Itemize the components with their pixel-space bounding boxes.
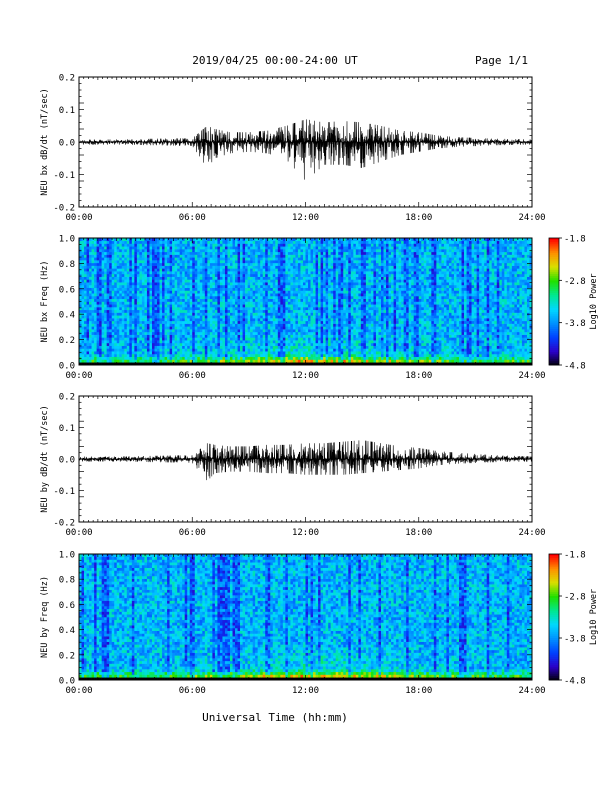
- y-tick-label: 0.0: [59, 139, 75, 149]
- y-tick-label: 0.2: [59, 336, 75, 346]
- by-dbdt-panel: 00:00 06:00 12:00 18:00 24:00 -0.2 -0.1 0.0 0.1 0…: [40, 393, 546, 539]
- x-tick-label: 06:00: [179, 686, 206, 696]
- x-tick-label: 24:00: [518, 686, 545, 696]
- y-axis-label: NEU bx Freq (Hz): [40, 261, 50, 343]
- y-tick-label: -0.2: [53, 519, 75, 529]
- x-tick-label: 12:00: [292, 528, 319, 538]
- x-tick-label: 24:00: [518, 528, 545, 538]
- x-tick-label: 06:00: [179, 213, 206, 223]
- x-tick-label: 00:00: [65, 528, 92, 538]
- x-tick-label: 18:00: [405, 528, 432, 538]
- y-axis-label: NEU by Freq (Hz): [40, 576, 50, 658]
- y-tick-label: 0.2: [59, 651, 75, 661]
- x-tick-label: 00:00: [65, 371, 92, 381]
- x-tick-label: 00:00: [65, 686, 92, 696]
- y-tick-label: 0.4: [59, 626, 75, 636]
- y-tick-label: 0.1: [59, 106, 75, 116]
- bx-spectrogram-panel: -1.8 -2.8 -3.8 -4.8 Log10 Power 00:00 06:00 12:…: [40, 235, 599, 382]
- y-tick-label: 1.0: [59, 551, 75, 561]
- page-indicator: Page 1/1: [475, 54, 528, 67]
- y-tick-label: 0.2: [59, 393, 75, 403]
- y-tick-label: -0.2: [53, 204, 75, 214]
- y-tick-label: -0.1: [53, 171, 75, 181]
- x-tick-label: 18:00: [405, 213, 432, 223]
- figure-title: 2019/04/25 00:00-24:00 UT: [192, 54, 358, 67]
- by-spectrogram-panel: -1.8 -2.8 -3.8 -4.8 Log10 Power 00:00 06:00 12:…: [40, 551, 599, 697]
- colorbar-tick-label: -2.8: [564, 593, 586, 603]
- colorbar-label: Log10 Power: [589, 273, 599, 329]
- colorbar-tick-label: -4.8: [564, 677, 586, 687]
- y-tick-label: 1.0: [59, 235, 75, 245]
- x-axis-title: Universal Time (hh:mm): [202, 711, 348, 724]
- colorbar-tick-label: -2.8: [564, 277, 586, 287]
- colorbar-tick-label: -3.8: [564, 319, 586, 329]
- y-axis-label: NEU bx dB/dt (nT/sec): [40, 88, 50, 195]
- x-tick-label: 06:00: [179, 528, 206, 538]
- spectrogram-cells: [79, 238, 533, 366]
- x-tick-label: 12:00: [292, 213, 319, 223]
- y-tick-label: 0.8: [59, 576, 75, 586]
- colorbar-tick-label: -4.8: [564, 362, 586, 372]
- colorbar: -1.8 -2.8 -3.8 -4.8 Log10 Power: [548, 551, 599, 687]
- colorbar-frame: [548, 237, 560, 366]
- colorbar-tick-label: -1.8: [564, 551, 586, 561]
- y-tick-label: 0.4: [59, 311, 75, 321]
- colorbar: -1.8 -2.8 -3.8 -4.8 Log10 Power: [548, 235, 599, 372]
- x-tick-label: 00:00: [65, 213, 92, 223]
- y-tick-label: 0.0: [59, 677, 75, 687]
- x-tick-label: 12:00: [292, 686, 319, 696]
- y-tick-label: 0.0: [59, 362, 75, 372]
- y-tick-label: 0.6: [59, 601, 75, 611]
- y-tick-label: -0.1: [53, 487, 75, 497]
- y-tick-label: 0.1: [59, 424, 75, 434]
- x-tick-label: 24:00: [518, 371, 545, 381]
- x-tick-label: 18:00: [405, 371, 432, 381]
- colorbar-tick-label: -1.8: [564, 235, 586, 245]
- dbdt-trace: [78, 440, 533, 481]
- colorbar-frame: [548, 553, 560, 681]
- x-tick-label: 06:00: [179, 371, 206, 381]
- x-tick-label: 18:00: [405, 686, 432, 696]
- y-tick-label: 0.8: [59, 260, 75, 270]
- y-tick-label: 0.6: [59, 285, 75, 295]
- dbdt-trace: [78, 119, 533, 180]
- y-axis-label: NEU by dB/dt (nT/sec): [40, 405, 50, 512]
- colorbar-label: Log10 Power: [589, 589, 599, 645]
- y-tick-label: 0.2: [59, 74, 75, 84]
- colorbar-tick-label: -3.8: [564, 635, 586, 645]
- bx-dbdt-panel: 00:00 06:00 12:00 18:00 24:00 -0.2 -0.1 0.0 0.1 0…: [40, 74, 546, 224]
- y-tick-label: 0.0: [59, 456, 75, 466]
- spectrogram-cells: [79, 554, 533, 681]
- x-tick-label: 24:00: [518, 213, 545, 223]
- x-tick-label: 12:00: [292, 371, 319, 381]
